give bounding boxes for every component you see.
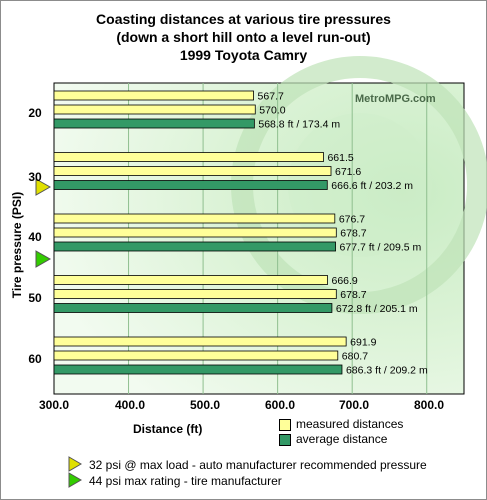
average-bar <box>53 303 333 313</box>
x-tick-label: 700.0 <box>338 398 370 412</box>
y-tick-label: 20 <box>28 106 42 120</box>
legend-swatch-measured <box>279 419 291 431</box>
measured-bar <box>53 152 324 162</box>
y-axis-label: Tire pressure (PSI) <box>10 191 24 299</box>
measured-bar <box>53 350 339 361</box>
bar-value-label: 676.7 <box>339 214 365 226</box>
pressure-marker <box>35 250 52 268</box>
bar-value-label: 691.9 <box>350 337 376 349</box>
legend-swatch-average <box>279 434 291 446</box>
average-bar <box>53 118 255 129</box>
yellow-triangle-icon <box>68 456 82 472</box>
legend-label-average: average distance <box>296 432 388 446</box>
bar-value-label: 568.8 ft / 173.4 m <box>258 119 340 131</box>
y-tick-label: 50 <box>28 291 42 305</box>
bar-value-label: 677.7 ft / 209.5 m <box>340 242 422 254</box>
measured-bar <box>53 275 328 285</box>
y-tick-label: 40 <box>28 230 42 244</box>
bar-value-label: 570.0 <box>259 105 285 117</box>
x-axis-label: Distance (ft) <box>133 422 203 436</box>
y-tick-label: 30 <box>28 170 42 184</box>
note-32psi: 32 psi @ max load - auto manufacturer re… <box>89 458 427 472</box>
legend-label-measured: measured distances <box>296 417 404 431</box>
measured-bar <box>53 336 347 347</box>
measured-bar <box>53 227 337 238</box>
bar-value-label: 672.8 ft / 205.1 m <box>336 303 418 315</box>
bar-value-label: 671.6 <box>335 166 361 178</box>
average-bar <box>53 180 328 190</box>
chart-title-line-1: Coasting distances at various tire press… <box>96 11 391 27</box>
x-tick-label: 300.0 <box>38 398 70 412</box>
bar-value-label: 678.7 <box>340 289 366 301</box>
average-bar <box>53 241 336 252</box>
measured-bar <box>53 104 256 115</box>
bar-value-label: 567.7 <box>258 91 284 103</box>
x-tick-label: 500.0 <box>189 398 221 412</box>
bar-value-label: 661.5 <box>327 152 353 164</box>
bar-value-label: 680.7 <box>342 351 368 363</box>
bar-value-label: 666.6 ft / 203.2 m <box>331 180 413 192</box>
measured-bar <box>53 289 337 299</box>
y-tick-label: 60 <box>28 352 42 366</box>
chart-title-line-3: 1999 Toyota Camry <box>179 47 308 63</box>
measured-bar <box>53 166 332 176</box>
x-tick-label: 600.0 <box>264 398 296 412</box>
average-bar <box>53 364 343 375</box>
watermark-text: MetroMPG.com <box>355 93 436 105</box>
green-triangle-icon <box>68 472 82 488</box>
pressure-marker <box>35 178 52 196</box>
note-44psi: 44 psi max rating - tire manufacturer <box>89 474 282 488</box>
measured-bar <box>53 90 254 101</box>
bar-value-label: 678.7 <box>340 228 366 240</box>
measured-bar <box>53 213 336 224</box>
x-tick-label: 400.0 <box>114 398 146 412</box>
chart-title-line-2: (down a short hill onto a level run-out) <box>116 29 371 45</box>
bar-value-label: 686.3 ft / 209.2 m <box>346 365 428 377</box>
x-tick-label: 800.0 <box>413 398 445 412</box>
bar-value-label: 666.9 <box>332 275 358 287</box>
